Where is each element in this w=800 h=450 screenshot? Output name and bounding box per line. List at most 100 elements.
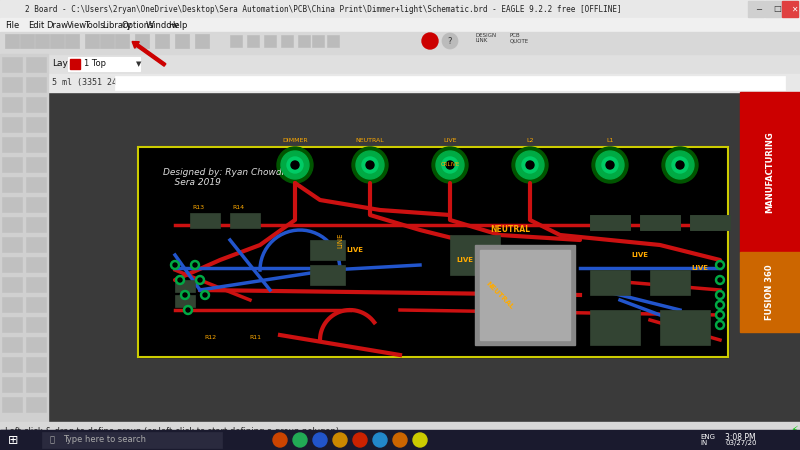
Text: NEUTRAL: NEUTRAL (490, 225, 530, 234)
Bar (0, 32, 800, 54)
Bar (26, 177, 46, 192)
Bar (26, 117, 46, 132)
Text: LINE: LINE (337, 232, 343, 248)
Text: NEUTRAL: NEUTRAL (356, 138, 384, 143)
Bar (2, 397, 22, 412)
Bar (2, 217, 22, 232)
Circle shape (442, 157, 458, 173)
Bar (195, 34, 209, 48)
Text: L1: L1 (606, 138, 614, 143)
Bar (327, 35, 339, 47)
Bar (310, 265, 345, 285)
Bar (155, 34, 169, 48)
Bar (190, 213, 220, 228)
Circle shape (186, 308, 190, 312)
Bar (2, 357, 22, 372)
Bar (2, 77, 22, 92)
Bar (264, 35, 276, 47)
Bar (312, 35, 324, 47)
Circle shape (178, 278, 182, 282)
Circle shape (718, 278, 722, 282)
Text: L2: L2 (526, 138, 534, 143)
Text: DESIGN
LINK: DESIGN LINK (475, 32, 496, 43)
Bar (0, 54, 48, 434)
Circle shape (718, 293, 722, 297)
Bar (2, 337, 22, 352)
Text: LIVE: LIVE (457, 257, 474, 263)
Text: Draw: Draw (46, 21, 68, 30)
Circle shape (366, 161, 374, 169)
Bar (450, 235, 500, 275)
Bar (48, 92, 800, 422)
Circle shape (422, 33, 438, 49)
Bar (26, 297, 46, 312)
Circle shape (446, 161, 454, 169)
Bar (640, 215, 680, 230)
Circle shape (602, 157, 618, 173)
Bar (740, 92, 800, 252)
Bar (20, 34, 34, 48)
Text: 5 ml (3351 2448): 5 ml (3351 2448) (52, 78, 132, 87)
Text: LIVE: LIVE (691, 265, 709, 271)
Bar (115, 76, 785, 90)
Circle shape (442, 33, 458, 49)
Bar (68, 57, 140, 71)
Bar (2, 57, 22, 72)
Text: Edit: Edit (28, 21, 44, 30)
Text: ?: ? (448, 36, 452, 45)
Bar (2, 137, 22, 152)
Bar (2, 97, 22, 112)
Bar (247, 35, 259, 47)
Text: R14: R14 (232, 205, 244, 210)
Bar (175, 34, 189, 48)
Circle shape (718, 313, 722, 317)
Text: Library: Library (102, 21, 131, 30)
Circle shape (596, 151, 624, 179)
Circle shape (516, 151, 544, 179)
Circle shape (718, 263, 722, 267)
Circle shape (353, 433, 367, 447)
Bar (2, 117, 22, 132)
Bar (748, 1, 764, 17)
Bar (590, 215, 630, 230)
Bar (0, 430, 800, 450)
Bar (230, 213, 260, 228)
Bar (690, 215, 730, 230)
Circle shape (715, 261, 725, 270)
Text: View: View (67, 21, 87, 30)
Circle shape (287, 157, 303, 173)
Text: DIMMER: DIMMER (282, 138, 308, 143)
Text: Tools: Tools (84, 21, 105, 30)
Circle shape (715, 320, 725, 329)
Circle shape (522, 157, 538, 173)
Bar (2, 277, 22, 292)
Text: LIVE: LIVE (346, 247, 363, 253)
Bar (26, 257, 46, 272)
Circle shape (277, 147, 313, 183)
Circle shape (606, 161, 614, 169)
Circle shape (718, 303, 722, 307)
Bar (26, 197, 46, 212)
Circle shape (526, 161, 534, 169)
Bar (26, 237, 46, 252)
Bar (26, 97, 46, 112)
Bar (42, 432, 222, 448)
Bar (26, 337, 46, 352)
Bar (640, 215, 680, 230)
Bar (690, 215, 730, 230)
Bar (0, 430, 40, 450)
Bar (2, 257, 22, 272)
Bar (490, 250, 530, 265)
Bar (2, 377, 22, 392)
Bar (0, 74, 800, 92)
Bar (26, 397, 46, 412)
Bar (175, 295, 195, 307)
Text: File: File (5, 21, 19, 30)
Bar (2, 157, 22, 172)
Circle shape (333, 433, 347, 447)
Text: FUSION 360: FUSION 360 (766, 264, 774, 320)
Circle shape (432, 147, 468, 183)
Circle shape (281, 151, 309, 179)
Circle shape (193, 263, 197, 267)
Circle shape (666, 151, 694, 179)
